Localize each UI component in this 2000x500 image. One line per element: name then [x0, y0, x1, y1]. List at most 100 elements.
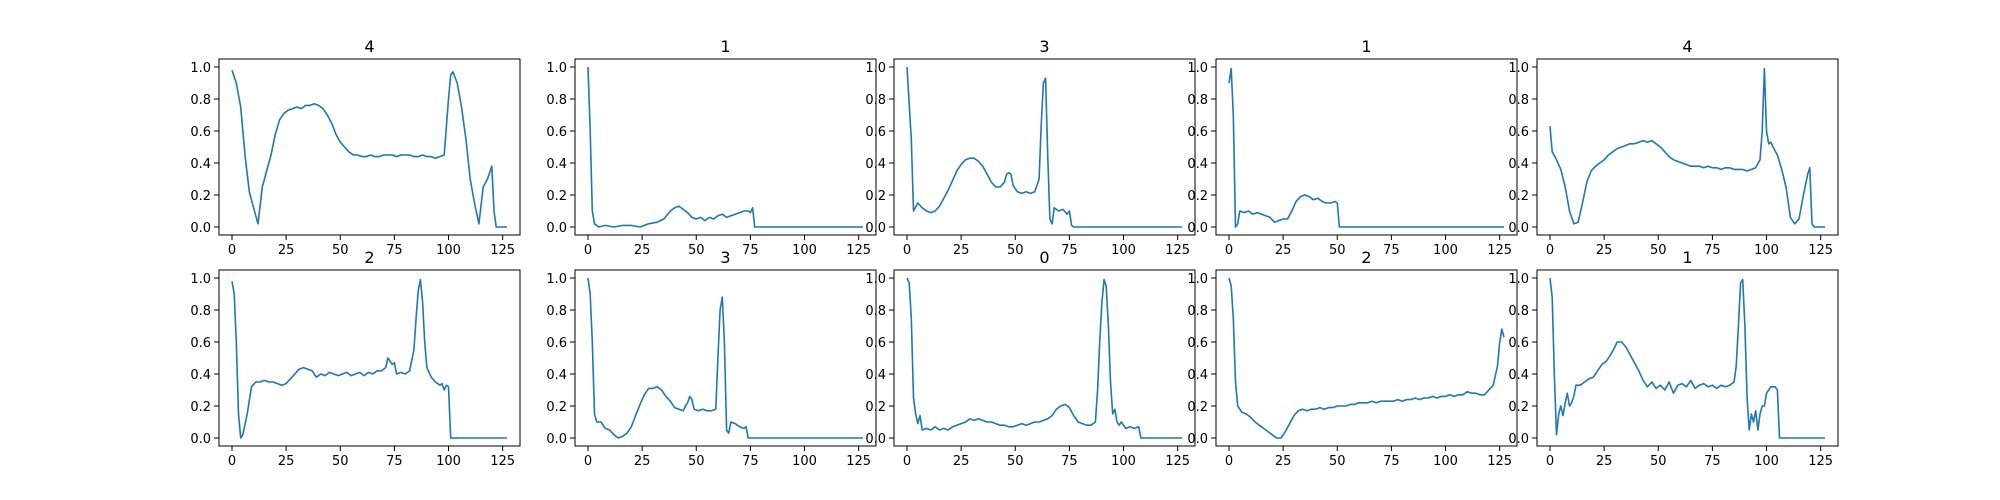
- subplot-title: 3: [720, 248, 730, 267]
- plot-frame: [1536, 58, 1839, 236]
- x-tick-label: 50: [688, 243, 705, 258]
- x-tick-label: 25: [634, 243, 651, 258]
- x-tick-label: 75: [386, 454, 403, 469]
- x-tick-label: 25: [278, 243, 295, 258]
- x-tick-label: 125: [1487, 243, 1512, 258]
- subplot-7: 3 0 25 50 75 100 125 0.0 0.2 0.4 0.6 0.8 1.0: [546, 248, 877, 469]
- x-tick-label: 0: [903, 454, 911, 469]
- x-tick-label: 0: [903, 243, 911, 258]
- x-tick-label: 75: [1383, 243, 1400, 258]
- subplot-8: 0 0 25 50 75 100 125 0.0 0.2 0.4 0.6 0.8 1.0: [865, 248, 1196, 469]
- y-tick-label: 0.6: [190, 336, 211, 351]
- y-tick-label: 0.2: [190, 400, 211, 415]
- x-tick-label: 25: [634, 454, 651, 469]
- x-tick-label: 50: [332, 243, 349, 258]
- plot-frame: [1215, 269, 1518, 447]
- y-tick-label: 0.0: [865, 432, 886, 447]
- x-tick-label: 100: [436, 243, 461, 258]
- subplot-title: 4: [1682, 37, 1692, 56]
- x-tick-label: 100: [1433, 243, 1458, 258]
- x-tick-label: 125: [1165, 243, 1190, 258]
- y-tick-label: 0.8: [1508, 93, 1529, 108]
- x-tick-label: 125: [1165, 454, 1190, 469]
- x-tick-label: 50: [1329, 454, 1346, 469]
- subplot-1: 4 0 25 50 75 100 125 0.0 0.2 0.4 0.6 0.8 1.0: [190, 37, 521, 258]
- y-tick-label: 0.8: [190, 304, 211, 319]
- x-tick-label: 100: [1111, 243, 1136, 258]
- y-tick-label: 0.8: [865, 304, 886, 319]
- y-tick-label: 1.0: [546, 272, 567, 287]
- subplot-title: 1: [1361, 37, 1371, 56]
- x-tick-label: 0: [584, 454, 592, 469]
- series-line: [587, 66, 863, 228]
- x-tick-label: 50: [688, 454, 705, 469]
- y-tick-label: 0.6: [1187, 125, 1208, 140]
- plot-frame: [574, 58, 877, 236]
- y-tick-label: 0.0: [546, 221, 567, 236]
- plot-frame: [1215, 58, 1518, 236]
- y-tick-label: 0.0: [1187, 432, 1208, 447]
- x-tick-label: 25: [1275, 454, 1292, 469]
- series-line: [1228, 277, 1505, 439]
- x-tick-label: 50: [1007, 243, 1024, 258]
- x-tick-label: 100: [1111, 454, 1136, 469]
- subplot-title: 2: [1361, 248, 1371, 267]
- y-tick-label: 0.8: [546, 93, 567, 108]
- x-tick-label: 100: [436, 454, 461, 469]
- x-tick-label: 75: [1704, 243, 1721, 258]
- subplot-title: 4: [364, 37, 374, 56]
- subplot-6: 2 0 25 50 75 100 125 0.0 0.2 0.4 0.6 0.8 1.0: [190, 248, 521, 469]
- y-tick-label: 0.8: [1508, 304, 1529, 319]
- y-tick-label: 1.0: [190, 61, 211, 76]
- y-tick-label: 1.0: [1187, 61, 1208, 76]
- x-tick-label: 50: [1650, 243, 1667, 258]
- y-tick-label: 1.0: [190, 272, 211, 287]
- x-tick-label: 75: [1061, 454, 1078, 469]
- x-tick-label: 75: [1704, 454, 1721, 469]
- x-tick-label: 50: [1329, 243, 1346, 258]
- subplot-title: 0: [1039, 248, 1049, 267]
- subplot-title: 2: [364, 248, 374, 267]
- subplot-4: 1 0 25 50 75 100 125 0.0 0.2 0.4 0.6 0.8 1.0: [1187, 37, 1518, 258]
- x-tick-label: 50: [1007, 454, 1024, 469]
- x-tick-label: 0: [584, 243, 592, 258]
- y-tick-label: 0.0: [546, 432, 567, 447]
- y-tick-label: 0.0: [190, 221, 211, 236]
- y-tick-label: 0.4: [865, 368, 886, 383]
- x-tick-label: 0: [228, 243, 236, 258]
- x-tick-label: 75: [386, 243, 403, 258]
- x-tick-label: 100: [792, 243, 817, 258]
- y-tick-label: 0.2: [865, 400, 886, 415]
- y-tick-label: 0.6: [546, 336, 567, 351]
- x-tick-label: 100: [1754, 243, 1779, 258]
- y-tick-label: 0.6: [190, 125, 211, 140]
- plot-frame: [893, 269, 1196, 447]
- x-tick-label: 25: [953, 243, 970, 258]
- series-line: [231, 278, 507, 439]
- plot-frame: [893, 58, 1196, 236]
- subplot-9: 2 0 25 50 75 100 125 0.0 0.2 0.4 0.6 0.8 1.0: [1187, 248, 1518, 469]
- x-tick-label: 75: [742, 454, 759, 469]
- y-tick-label: 1.0: [546, 61, 567, 76]
- x-tick-label: 125: [1487, 454, 1512, 469]
- y-tick-label: 0.4: [190, 368, 211, 383]
- x-tick-label: 75: [742, 243, 759, 258]
- y-tick-label: 0.6: [1508, 336, 1529, 351]
- plot-frame: [1536, 269, 1839, 447]
- x-tick-label: 50: [1650, 454, 1667, 469]
- subplot-3: 3 0 25 50 75 100 125 0.0 0.2 0.4 0.6 0.8 1.0: [865, 37, 1196, 258]
- subplot-2: 1 0 25 50 75 100 125 0.0 0.2 0.4 0.6 0.8 1.0: [546, 37, 877, 258]
- subplot-title: 3: [1039, 37, 1049, 56]
- series-line: [231, 69, 507, 228]
- y-tick-label: 1.0: [1187, 272, 1208, 287]
- y-tick-label: 0.2: [1508, 189, 1529, 204]
- x-tick-label: 125: [490, 243, 515, 258]
- plot-frame: [218, 269, 521, 447]
- y-tick-label: 0.0: [865, 221, 886, 236]
- x-tick-label: 125: [1808, 454, 1833, 469]
- x-tick-label: 0: [1225, 243, 1233, 258]
- x-tick-label: 50: [332, 454, 349, 469]
- y-tick-label: 0.6: [1508, 125, 1529, 140]
- y-tick-label: 0.8: [865, 93, 886, 108]
- y-tick-label: 0.4: [865, 157, 886, 172]
